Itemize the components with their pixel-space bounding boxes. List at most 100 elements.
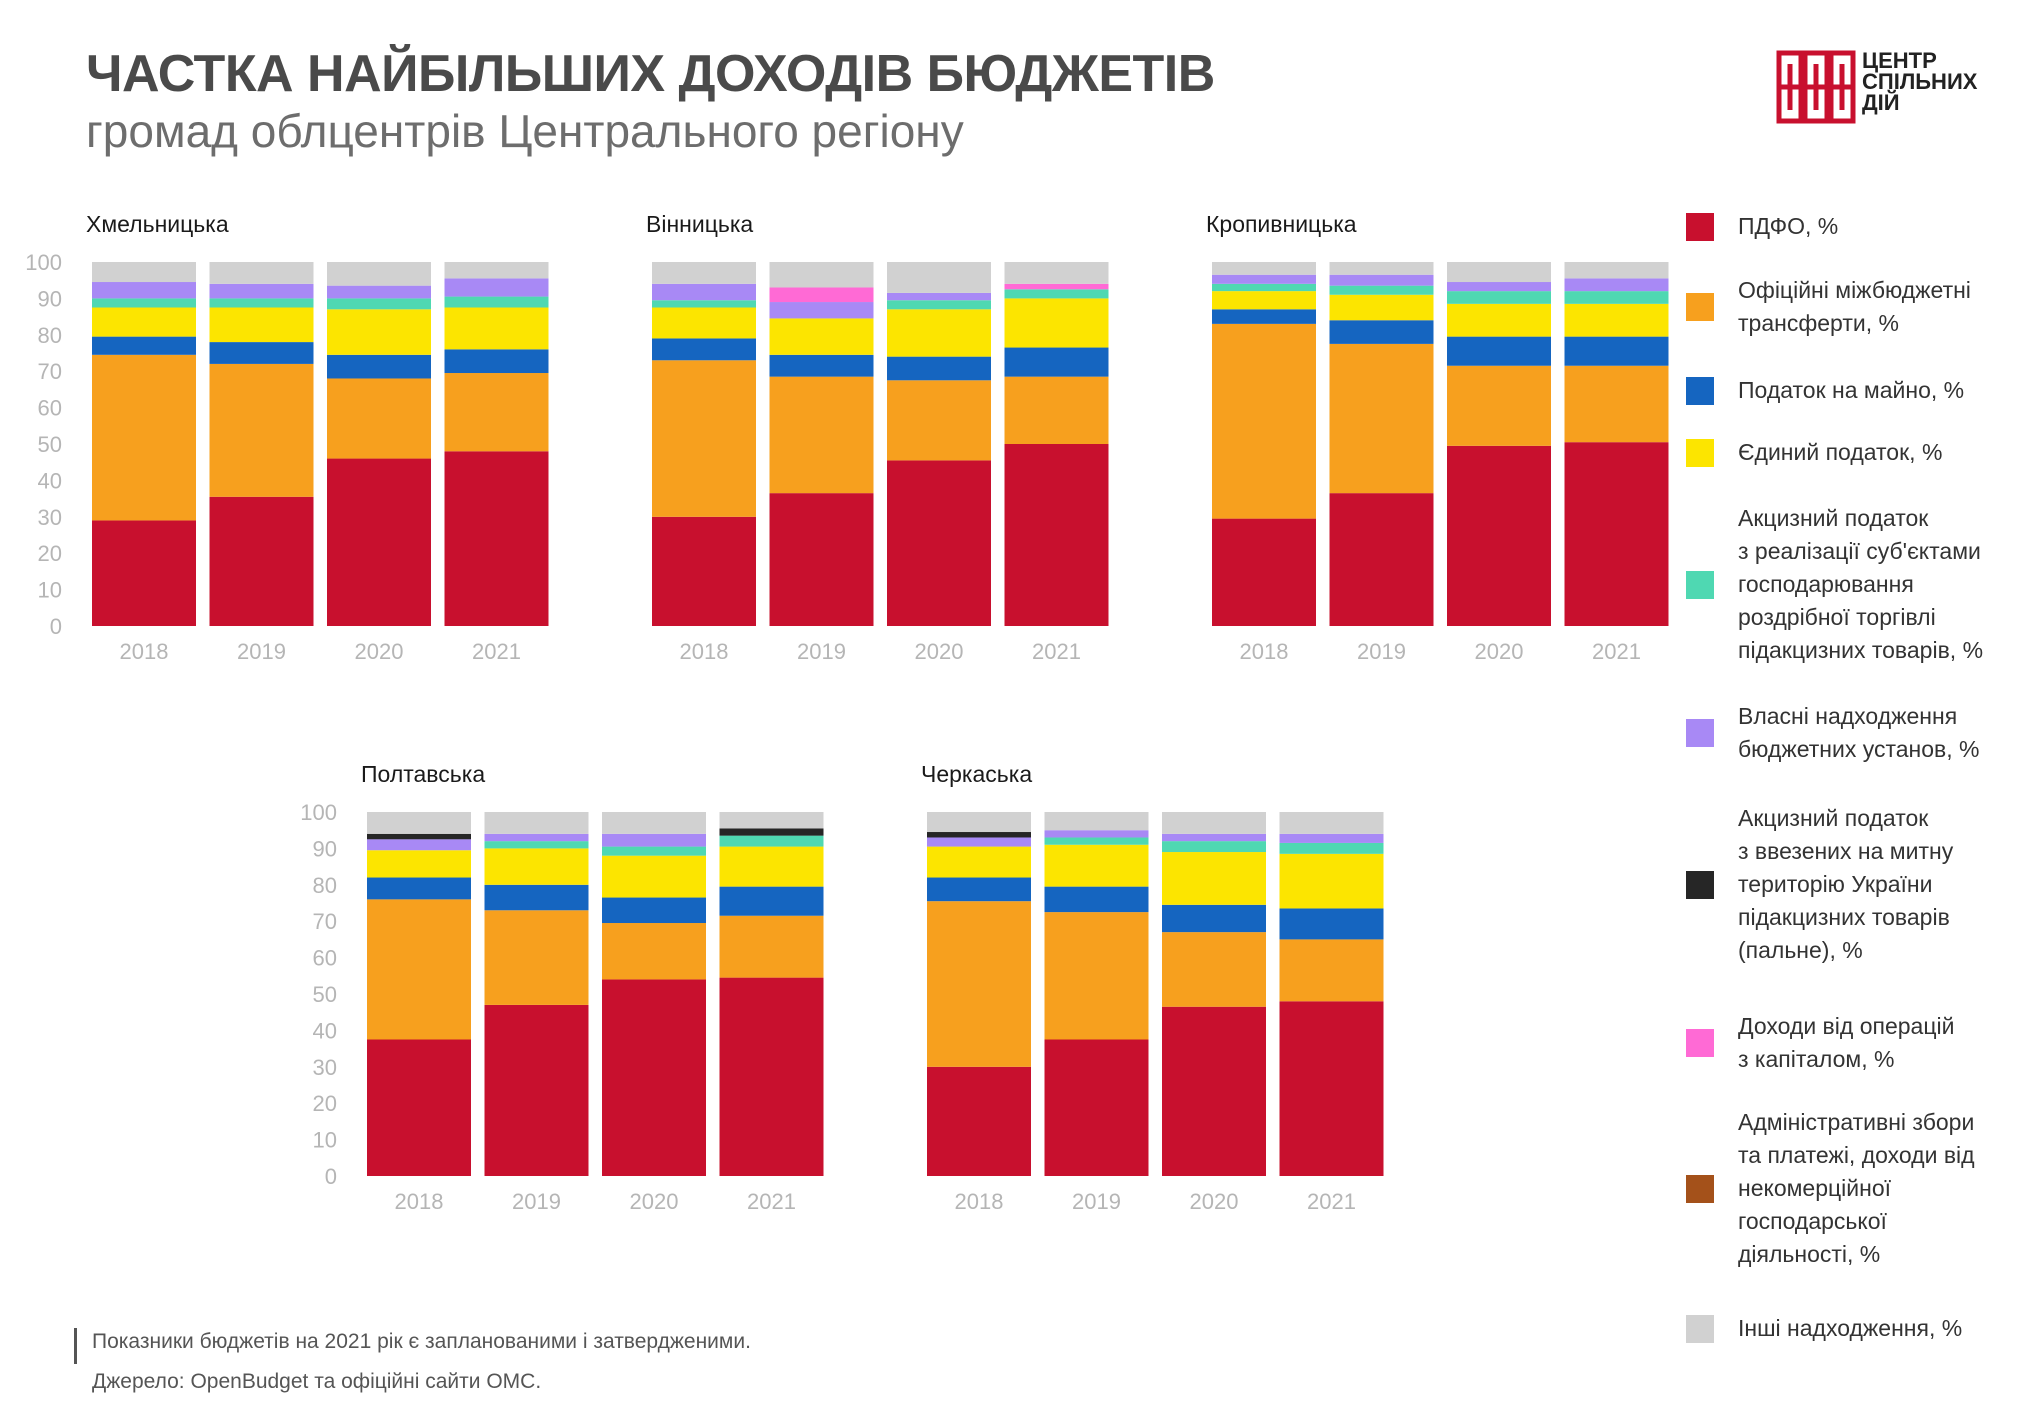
bar-segment [1279,853,1384,909]
bar-segment [1162,1006,1266,1176]
bar-segment [1212,309,1316,324]
x-tick-label: 2021 [472,639,521,664]
bar-segment [1329,320,1434,344]
y-tick-label: 30 [313,1055,337,1080]
bar-segment [367,899,471,1040]
bar-segment [1329,343,1434,494]
bar-segment [1447,303,1551,337]
legend: ПДФО, % Офіційні міжбюджетні трансферти, … [1686,0,2020,1426]
bar-segment [1564,278,1669,292]
bar-segment [1329,285,1434,295]
bar-segment [769,262,874,288]
bar-segment [887,300,991,310]
y-tick-label: 50 [38,432,62,457]
bar-segment [652,262,756,284]
bar-segment [209,496,314,626]
x-tick-label: 2019 [1357,639,1406,664]
footnote-source: Джерело: OpenBudget та офіційні сайти ОМ… [92,1370,542,1393]
bar-segment [1447,262,1551,283]
bar-segment [1004,283,1109,290]
bar-segment [652,360,756,517]
bar-segment [769,493,874,626]
chart-title: Полтавська [361,761,485,787]
bar-segment [92,307,196,337]
bar-segment [1044,830,1149,838]
bar-segment [887,309,991,357]
legend-swatch [1686,293,1714,321]
legend-swatch [1686,212,1714,241]
bar-segment [209,363,314,497]
bar-segment [1044,837,1149,845]
legend-swatch [1686,719,1714,747]
bar-segment [367,833,471,840]
legend-swatch [1686,438,1714,467]
bar-segment [927,812,1031,833]
bar-segment [1329,262,1434,275]
bar-segment [1564,336,1669,366]
bar-segment [484,910,589,1005]
bar-segment [444,296,549,308]
bar-segment [1162,852,1266,905]
bar-segment [719,846,824,887]
bar-segment [327,378,431,459]
page-subtitle: громад облцентрів Центрального регіону [86,105,964,157]
chart-title: Хмельницька [86,211,229,237]
bar-segment [602,979,706,1176]
bar-segment [367,839,471,851]
bar-segment [769,287,874,303]
bar-segment [719,828,824,836]
bar-segment [1004,347,1109,377]
bar-segment [209,307,314,343]
bar-segment [719,835,824,847]
legend-label: Інші надходження, % [1738,1315,1963,1341]
bar-segment [367,812,471,834]
y-tick-label: 60 [313,946,337,971]
bar-segment [1212,283,1316,292]
bar-segment [1447,282,1551,292]
y-tick-label: 10 [38,578,62,603]
chart-title: Кропивницька [1206,211,1357,237]
chart-panel: Вінницька 2018 2019 2020 2021 [646,211,1109,664]
bar-segment [209,298,314,308]
footnote-divider [74,1328,77,1364]
bar-segment [1004,376,1109,444]
bar-segment [1564,262,1669,279]
bar-segment [652,307,756,339]
bar-segment [1212,274,1316,284]
y-tick-label: 100 [25,250,62,275]
bar-segment [719,812,824,829]
bar-segment [1044,1039,1149,1176]
bar-segment [444,307,549,350]
bar-segment [444,349,549,374]
bar-segment [1044,844,1149,887]
footnote-note: Показники бюджетів на 2021 рік є заплано… [92,1330,751,1353]
bar-segment [1212,518,1316,626]
bar-segment [484,884,589,911]
y-tick-label: 10 [313,1128,337,1153]
bar-segment [92,336,196,355]
legend-label: Акцизний податок з реалізації суб'єктами… [1738,505,1984,663]
legend-label: Податок на майно, % [1738,377,1965,403]
legend-label: Єдиний податок, % [1738,439,1943,465]
bar-segment [1162,833,1266,842]
bar-segment [92,354,196,521]
bar-segment [1279,939,1384,1002]
bar-segment [367,877,471,900]
bar-segment [209,342,314,364]
bar-segment [484,812,589,834]
y-tick-label: 100 [300,800,337,825]
x-tick-label: 2020 [630,1189,679,1214]
x-tick-label: 2021 [1032,639,1081,664]
chart-title: Черкаська [921,761,1032,787]
bar-segment [92,262,196,283]
chart-panel: Черкаська 2018 2019 2020 2021 [921,761,1384,1214]
legend-label: Доходи від операцій з капіталом, % [1738,1013,1955,1072]
bar-segment [927,901,1031,1067]
bar-segment [484,848,589,885]
bar-segment [1447,291,1551,304]
chart-panel: Полтавська 0 10 20 30 40 50 60 70 80 90 100 2018 2019… [300,761,824,1214]
logo-text: ЦЕНТР СПІЛЬНИХ ДІЙ [1862,50,1977,114]
bar-segment [1004,289,1109,299]
legend-swatch [1686,1174,1714,1203]
